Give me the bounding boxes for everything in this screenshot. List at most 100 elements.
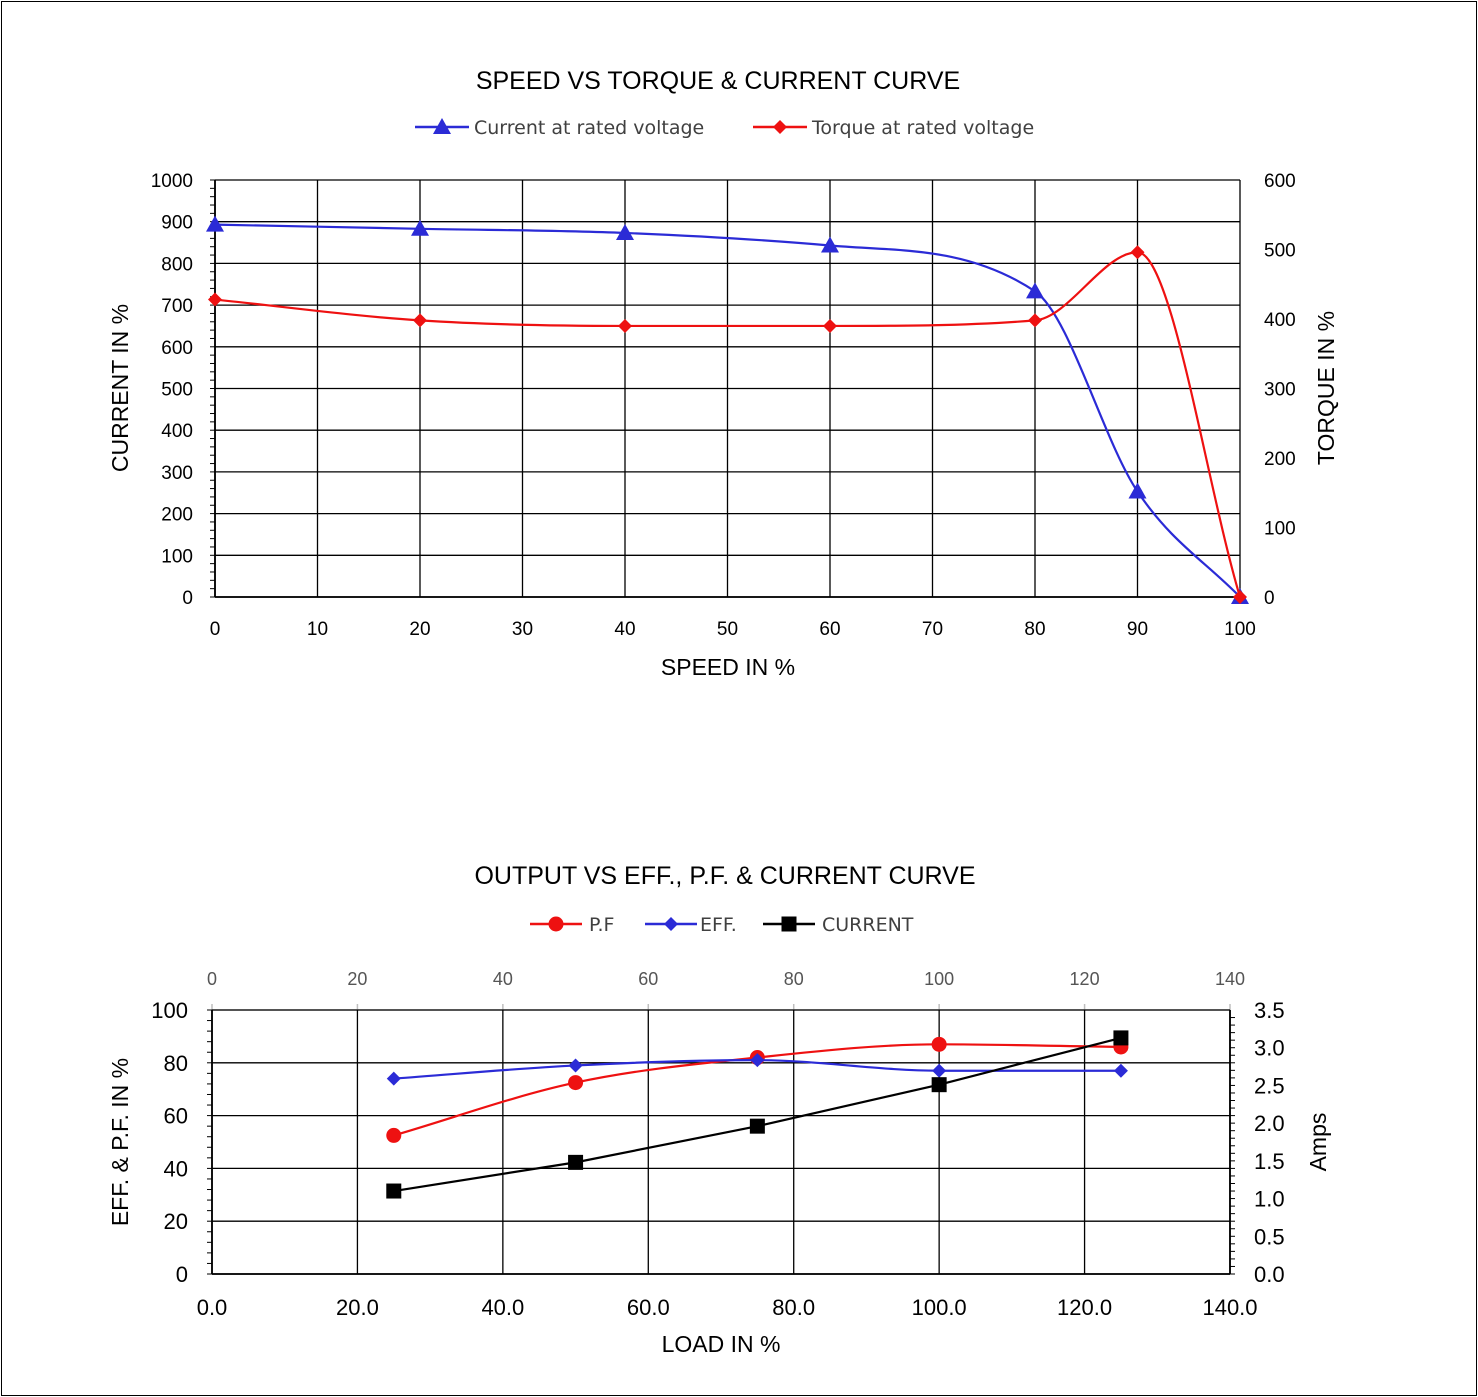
chart2-x-axis-title: LOAD IN %	[662, 1331, 781, 1357]
chart1-x-tick-label: 10	[307, 619, 328, 640]
chart2-title: OUTPUT VS EFF., P.F. & CURRENT CURVE	[474, 862, 975, 890]
chart2-data-point	[386, 1127, 402, 1143]
chart1-y-tick-label: 1000	[151, 171, 193, 192]
chart1-data-point	[1128, 482, 1147, 499]
chart1-x-tick-label: 70	[922, 619, 943, 640]
chart2-data-point	[750, 1053, 765, 1068]
chart1-x-tick-label: 60	[819, 619, 840, 640]
chart1-data-point	[411, 219, 429, 236]
chart2-x-tick-label: 60.0	[627, 1295, 670, 1320]
chart2-y-tick-label: 60	[164, 1104, 188, 1129]
chart2-y2-tick-label: 1.0	[1254, 1187, 1285, 1212]
chart2-y-tick-label: 100	[151, 998, 188, 1023]
chart1-x-tick-label: 50	[717, 619, 738, 640]
chart2-data-point	[568, 1154, 584, 1170]
chart2-y2-tick-label: 2.5	[1254, 1073, 1285, 1098]
chart1-x-tick-label: 20	[409, 619, 430, 640]
chart1-data-point	[206, 215, 224, 232]
chart1-data-point	[208, 292, 222, 307]
chart2-y2-axis-title: Amps	[1305, 1113, 1331, 1172]
chart2-legend-marker	[548, 916, 564, 932]
chart2-x2-tick-label: 20	[347, 969, 367, 989]
chart2-x2-tick-label: 80	[784, 969, 804, 989]
chart2-data-point	[386, 1183, 402, 1199]
chart2-x-tick-label: 40.0	[481, 1295, 524, 1320]
chart1-x-tick-label: 30	[512, 619, 533, 640]
chart1-data-point	[618, 318, 632, 333]
chart2-data-point	[749, 1118, 765, 1134]
chart2-legend-label: P.F	[589, 914, 614, 936]
chart1-x-tick-label: 0	[210, 619, 221, 640]
chart2-data-point	[386, 1071, 401, 1086]
chart1-legend-label: Torque at rated voltage	[811, 117, 1034, 139]
chart2-data-point	[931, 1036, 947, 1052]
chart1-x-tick-label: 90	[1127, 619, 1148, 640]
chart1-y-tick-label: 100	[161, 546, 193, 567]
chart2-y-tick-label: 40	[164, 1156, 188, 1181]
chart1-data-point	[1026, 282, 1044, 299]
chart1-data-point	[823, 318, 837, 333]
chart2-data-point	[1113, 1063, 1128, 1078]
chart2-legend-marker	[781, 916, 797, 932]
chart1-y-tick-label: 400	[161, 421, 193, 442]
chart1-x-axis-title: SPEED IN %	[661, 654, 795, 680]
chart1-y-axis-title: CURRENT IN %	[107, 304, 133, 472]
chart2-y2-tick-label: 2.0	[1254, 1111, 1285, 1136]
chart2-y2-tick-label: 1.5	[1254, 1149, 1285, 1174]
chart2-y2-tick-label: 3.0	[1254, 1036, 1285, 1061]
chart2-legend-label: CURRENT	[822, 914, 914, 936]
chart1-data-point	[1233, 590, 1247, 604]
chart1-y2-tick-label: 500	[1264, 241, 1296, 262]
chart1-y2-tick-label: 0	[1264, 588, 1275, 609]
chart2-x-tick-label: 20.0	[336, 1295, 379, 1320]
chart1-y-tick-label: 800	[161, 254, 193, 275]
chart1-y2-tick-label: 200	[1264, 449, 1296, 470]
chart1-data-point	[1028, 313, 1042, 328]
chart2-x-tick-label: 140.0	[1202, 1295, 1257, 1320]
chart2-y2-tick-label: 0.5	[1254, 1224, 1285, 1249]
chart1-y-tick-label: 600	[161, 338, 193, 359]
chart1-x-tick-label: 80	[1024, 619, 1045, 640]
chart1-y-tick-label: 700	[161, 296, 193, 317]
chart1-y-tick-label: 200	[161, 505, 193, 526]
chart2-legend-label: EFF.	[700, 914, 737, 936]
chart1-y-tick-label: 300	[161, 463, 193, 484]
chart1-data-point	[616, 223, 634, 240]
chart1-data-point	[413, 313, 427, 328]
chart2-x2-tick-label: 140	[1215, 969, 1245, 989]
chart1-legend-marker	[773, 120, 787, 134]
chart2-x2-tick-label: 100	[924, 969, 954, 989]
chart1-y-tick-label: 900	[161, 213, 193, 234]
chart2-x2-tick-label: 60	[638, 969, 658, 989]
chart2-data-point	[931, 1077, 947, 1093]
chart1-title: SPEED VS TORQUE & CURRENT CURVE	[476, 67, 960, 95]
chart1-data-point	[821, 236, 839, 253]
chart1-y2-axis-title: TORQUE IN %	[1313, 311, 1339, 465]
chart1-x-tick-label: 100	[1224, 619, 1256, 640]
chart2-y-tick-label: 0	[176, 1262, 188, 1287]
chart2-y-tick-label: 80	[164, 1051, 188, 1076]
chart2-y2-tick-label: 0.0	[1254, 1262, 1285, 1287]
chart2-data-point	[568, 1058, 583, 1073]
chart1-y2-tick-label: 400	[1264, 310, 1296, 331]
chart2-x-tick-label: 80.0	[772, 1295, 815, 1320]
chart2-x-tick-label: 0.0	[197, 1295, 228, 1320]
chart1-y2-tick-label: 100	[1264, 519, 1296, 540]
chart1-y2-tick-label: 600	[1264, 171, 1296, 192]
chart2-y2-tick-label: 3.5	[1254, 998, 1285, 1023]
chart2-data-point	[932, 1063, 947, 1078]
chart2-x-tick-label: 100.0	[912, 1295, 967, 1320]
chart2-data-point	[1113, 1030, 1129, 1046]
chart2-x2-tick-label: 0	[207, 969, 217, 989]
chart2-y-tick-label: 20	[164, 1209, 188, 1234]
chart1-y-tick-label: 0	[182, 588, 193, 609]
chart2-x-tick-label: 120.0	[1057, 1295, 1112, 1320]
chart1-x-tick-label: 40	[614, 619, 635, 640]
chart2-legend-marker	[664, 917, 678, 931]
chart2-x2-tick-label: 120	[1070, 969, 1100, 989]
chart2-x2-tick-label: 40	[493, 969, 513, 989]
chart2-data-point	[568, 1075, 584, 1091]
chart2-y-axis-title: EFF. & P.F. IN %	[107, 1058, 133, 1226]
